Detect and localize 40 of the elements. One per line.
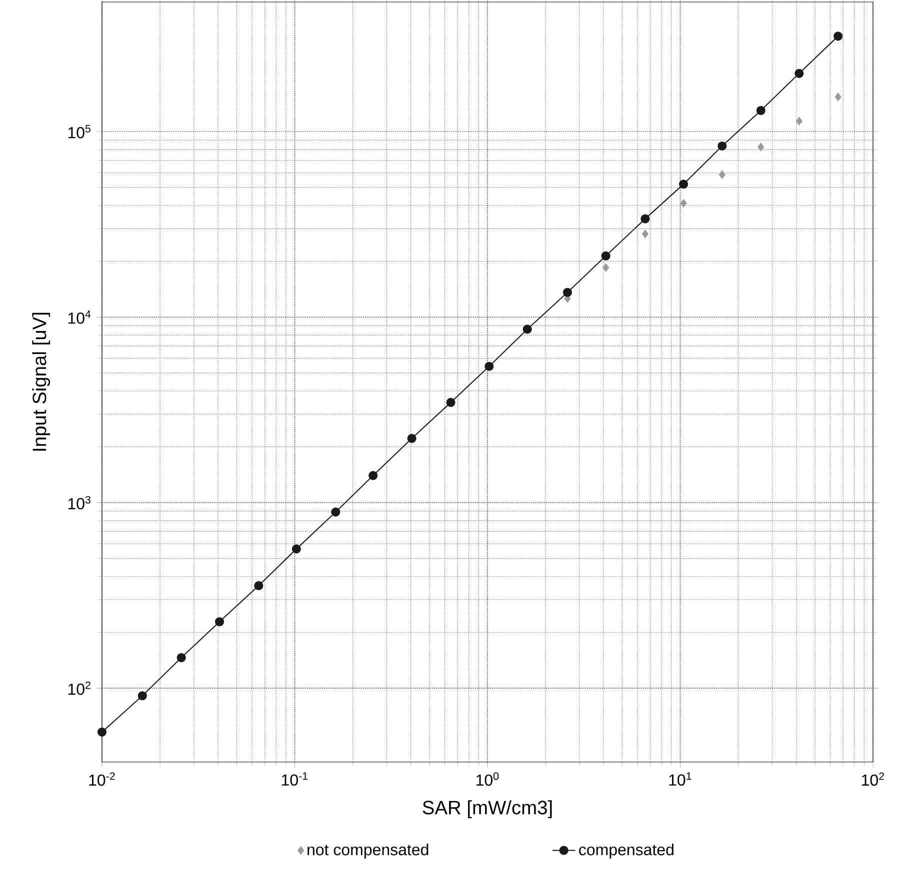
y-tick-label: 10$^{2}$ — [68, 681, 90, 695]
y-tick-label: 10$^{3}$ — [68, 496, 90, 510]
point — [640, 214, 650, 224]
point — [796, 116, 802, 126]
point — [718, 141, 727, 151]
point — [138, 691, 147, 700]
x-tick-label: 10$^{0}$ — [476, 772, 499, 786]
x-tick-label: 10$^{-2}$ — [89, 772, 115, 786]
point — [678, 180, 688, 189]
point — [758, 142, 764, 152]
point — [794, 68, 804, 78]
x-tick-label: 10$^{1}$ — [669, 772, 692, 786]
point — [834, 32, 843, 41]
point — [834, 92, 842, 102]
point — [718, 170, 726, 179]
point — [484, 362, 494, 371]
x-tick-label: 10$^{2}$ — [862, 772, 884, 786]
point — [756, 106, 766, 116]
point — [522, 324, 532, 334]
x-tick-label: 10$^{-1}$ — [282, 772, 308, 786]
point — [331, 508, 340, 517]
point — [214, 617, 224, 626]
point — [254, 581, 264, 590]
point — [602, 263, 610, 272]
y-tick-label: 10$^{5}$ — [68, 124, 90, 138]
point — [562, 288, 572, 297]
point — [601, 251, 610, 260]
point — [176, 653, 186, 662]
point — [97, 728, 107, 737]
point — [407, 434, 416, 443]
legend-label: not compensated — [308, 844, 428, 859]
point — [446, 398, 456, 407]
x-axis-title: SAR [mW/cm3] — [422, 800, 552, 818]
point — [642, 230, 648, 238]
legend-label: compensated — [579, 844, 674, 859]
y-tick-label: 10$^{4}$ — [68, 310, 91, 324]
y-axis-title: Input Signal [uV] — [32, 312, 50, 451]
point — [368, 471, 378, 480]
point — [680, 199, 687, 208]
point — [292, 544, 301, 554]
